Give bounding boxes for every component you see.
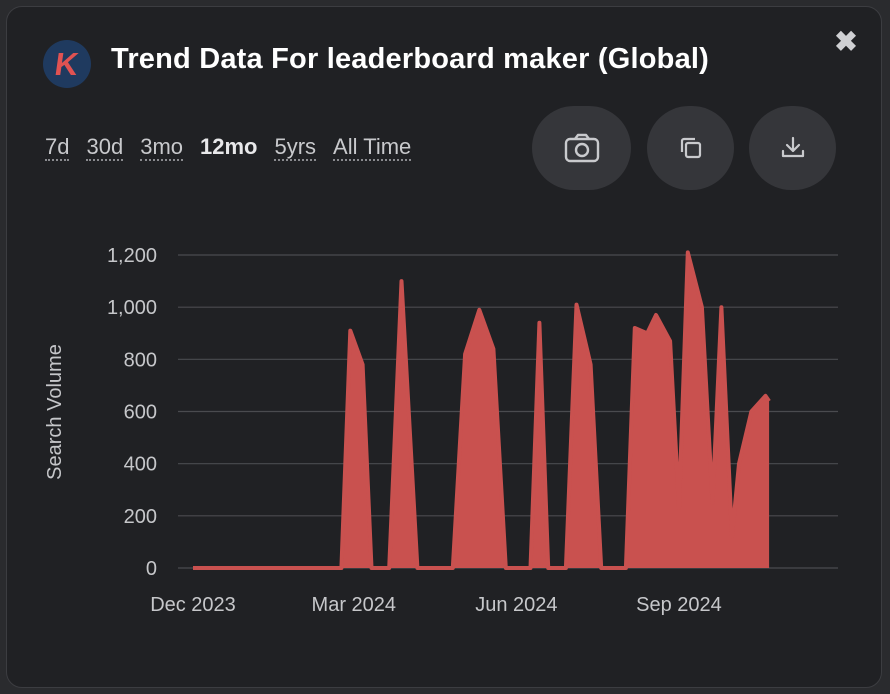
x-tick-label: Jun 2024 — [475, 594, 557, 616]
copy-button[interactable] — [647, 106, 734, 190]
panel-title: Trend Data For leaderboard maker (Global… — [111, 43, 710, 75]
close-icon[interactable]: ✖ — [834, 26, 858, 57]
y-tick-label: 800 — [124, 349, 157, 371]
download-icon — [781, 136, 804, 158]
range-3mo[interactable]: 3mo — [140, 134, 183, 161]
y-tick-label: 1,000 — [107, 297, 157, 319]
logo-avatar: K — [43, 40, 91, 88]
download-button[interactable] — [749, 106, 836, 190]
range-7d[interactable]: 7d — [45, 134, 70, 161]
x-tick-labels: Dec 2023 Mar 2024 Jun 2024 Sep 2024 — [150, 594, 722, 616]
y-tick-label: 600 — [124, 402, 157, 424]
y-tick-label: 400 — [124, 454, 157, 476]
x-tick-label: Mar 2024 — [312, 594, 397, 616]
range-12mo[interactable]: 12mo — [200, 134, 258, 159]
screenshot-button[interactable] — [532, 106, 631, 190]
range-5yrs[interactable]: 5yrs — [274, 134, 317, 161]
y-tick-label: 0 — [146, 558, 157, 580]
range-30d[interactable]: 30d — [86, 134, 124, 161]
time-range-selector: 7d 30d 3mo 12mo 5yrs All Time — [45, 135, 428, 161]
y-axis-label: Search Volume — [44, 344, 66, 480]
x-tick-label: Sep 2024 — [636, 594, 722, 616]
range-all-time[interactable]: All Time — [333, 134, 412, 161]
y-tick-label: 1,200 — [107, 245, 157, 267]
y-tick-label: 200 — [124, 506, 157, 528]
series-line — [193, 250, 771, 570]
trend-panel: K Trend Data For leaderboard maker (Glob… — [6, 6, 882, 688]
x-tick-label: Dec 2023 — [150, 594, 236, 616]
series-area — [193, 252, 770, 568]
y-tick-labels: 0 200 400 600 800 1,000 1,200 — [107, 245, 157, 580]
chart-series — [193, 250, 771, 570]
camera-icon — [564, 133, 599, 163]
copy-icon — [680, 137, 701, 159]
